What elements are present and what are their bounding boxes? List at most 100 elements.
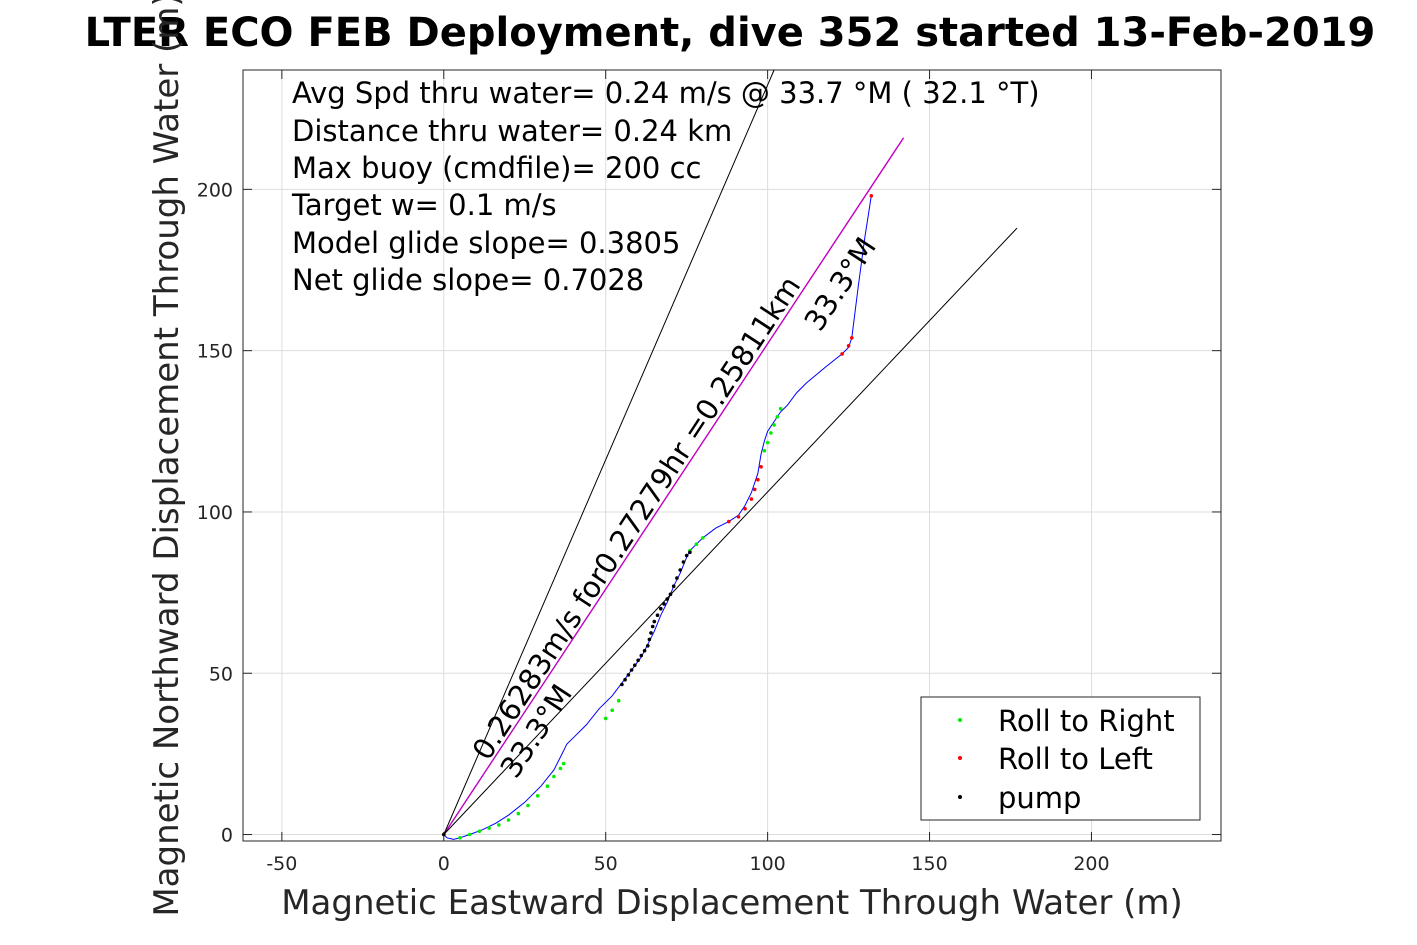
roll-to-right-point (694, 542, 699, 546)
roll-to-right-point (535, 794, 540, 798)
x-tick-label: 100 (749, 853, 785, 875)
roll-to-right-point (610, 708, 614, 713)
roll-to-left-point (756, 477, 760, 482)
series-lines (443, 69, 1018, 840)
roll-to-left-point (736, 515, 741, 519)
stats-distance: Distance thru water= 0.24 km (292, 114, 732, 148)
pump-point (646, 644, 650, 648)
pump-point (678, 568, 682, 572)
pump-point (675, 576, 679, 580)
cone-left-line (443, 69, 775, 835)
x-tick-label: -50 (266, 853, 297, 875)
plot-border (242, 69, 1222, 842)
legend-box (920, 696, 1201, 821)
legend: Roll to Right Roll to Left pump (920, 696, 1201, 821)
roll-to-right-point (526, 803, 530, 808)
pump-point (633, 663, 637, 667)
pump-point (684, 553, 689, 558)
roll-to-left-point (869, 194, 874, 198)
stats-text-block: Avg Spd thru water= 0.24 m/s @ 33.7 °M (… (291, 76, 1040, 297)
roll-to-right-point (458, 836, 462, 840)
roll-to-right-point (506, 818, 511, 822)
roll-to-left-point (749, 497, 754, 501)
pump-point (652, 619, 657, 624)
roll-to-right-point (552, 774, 556, 779)
roll-to-right-point (765, 440, 770, 445)
legend-marker-pump (958, 795, 962, 799)
pump-point (649, 631, 653, 635)
pump-point (647, 637, 652, 642)
pump-point (636, 658, 640, 663)
tick-marks (243, 70, 1221, 841)
x-tick-labels: -50 0 50 100 150 200 (266, 853, 1109, 875)
roll-to-right-point (487, 826, 491, 830)
y-tick-label: 200 (197, 179, 233, 201)
roll-to-right-point (769, 431, 773, 435)
pump-point (623, 677, 627, 682)
pump-point (665, 597, 669, 601)
roll-to-right-point (775, 415, 780, 419)
pump-point (626, 673, 631, 677)
pump-point (650, 624, 655, 629)
y-axis-label: Magnetic Northward Displacement Through … (147, 0, 187, 917)
x-tick-label: 150 (911, 853, 947, 875)
pump-point (662, 602, 666, 606)
pump-point (671, 584, 676, 588)
legend-label-pump: pump (998, 781, 1081, 815)
stats-max-buoy: Max buoy (cmdfile)= 200 cc (292, 151, 701, 185)
legend-label-roll-right: Roll to Right (998, 704, 1175, 738)
roll-to-left-point (759, 465, 763, 469)
pump-point (659, 606, 663, 611)
grid-lines (243, 70, 1221, 841)
x-tick-label: 200 (1073, 853, 1109, 875)
roll-to-right-point (603, 716, 608, 721)
pump-point (639, 653, 644, 658)
roll-to-right-point (772, 423, 776, 427)
roll-to-left-point (752, 487, 757, 492)
cone-right-line (443, 227, 1018, 835)
pump-point (681, 560, 686, 564)
stats-net-glide-slope: Net glide slope= 0.7028 (292, 263, 644, 297)
stats-target-w: Target w= 0.1 m/s (291, 188, 557, 222)
y-tick-label: 100 (197, 502, 233, 524)
pump-point (688, 550, 692, 555)
roll-to-right-point (516, 811, 521, 816)
pump-point (442, 832, 446, 837)
course-line-line (443, 137, 905, 835)
x-tick-label: 50 (594, 853, 618, 875)
stats-model-glide-slope: Model glide slope= 0.3805 (292, 226, 680, 260)
pump-point (655, 613, 660, 617)
legend-label-roll-left: Roll to Left (998, 742, 1153, 776)
roll-to-left-point (840, 352, 844, 356)
y-tick-label: 150 (197, 341, 233, 363)
roll-to-right-point (558, 766, 563, 771)
legend-marker-roll-left (958, 756, 962, 760)
roll-to-right-point (778, 406, 783, 411)
roll-to-right-point (701, 536, 705, 540)
roll-to-right-point (545, 784, 550, 788)
roll-to-left-point (727, 519, 731, 524)
chart-title: LTER ECO FEB Deployment, dive 352 starte… (85, 10, 1376, 56)
y-tick-label: 50 (209, 663, 233, 685)
series-points (442, 194, 874, 840)
roll-to-right-point (561, 761, 566, 766)
legend-marker-roll-right (958, 718, 962, 722)
roll-to-left-point (743, 506, 747, 511)
roll-to-right-point (616, 698, 621, 703)
pump-point (620, 682, 624, 687)
pump-point (668, 592, 673, 596)
roll-to-right-point (467, 832, 472, 837)
y-tick-label: 0 (221, 825, 233, 847)
x-tick-label: 0 (438, 853, 450, 875)
roll-to-left-point (846, 344, 851, 348)
roll-to-right-point (497, 823, 501, 827)
x-axis-label: Magnetic Eastward Displacement Through W… (281, 883, 1183, 923)
roll-to-right-point (762, 448, 767, 453)
track-line (443, 195, 872, 840)
y-tick-labels: 0 50 100 150 200 (197, 179, 233, 846)
stats-avg-speed: Avg Spd thru water= 0.24 m/s @ 33.7 °M (… (292, 76, 1040, 110)
roll-to-left-point (850, 336, 854, 340)
roll-to-right-point (477, 829, 482, 834)
pump-point (642, 648, 647, 653)
